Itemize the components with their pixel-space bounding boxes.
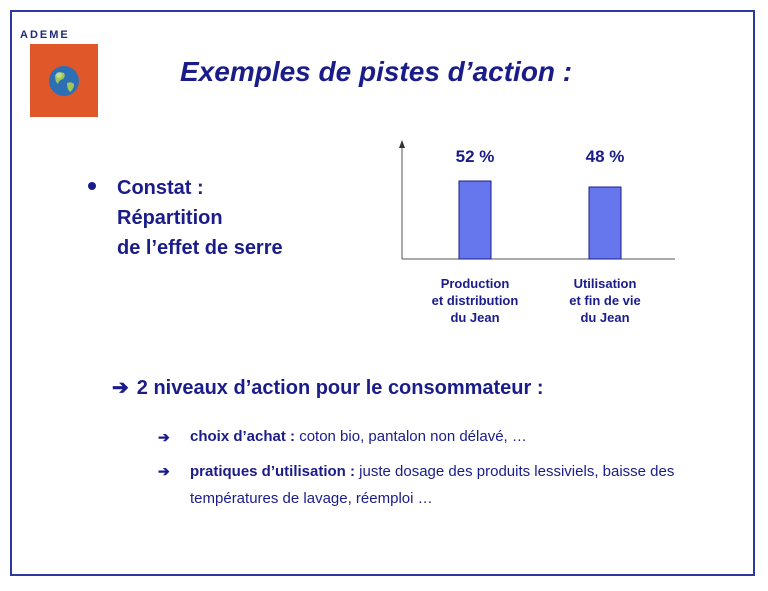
category-label: Utilisation	[574, 276, 637, 291]
constat-line: de l’effet de serre	[117, 237, 283, 259]
constat-block: Constat : Répartition de l’effet de serr…	[117, 173, 283, 263]
globe-logo-icon	[30, 44, 98, 117]
category-label: du Jean	[580, 310, 629, 325]
data-label: 52 %	[456, 147, 495, 166]
action-item-usage: ➔ pratiques d’utilisation : juste dosage…	[158, 458, 678, 512]
action-item-label: pratiques d’utilisation :	[190, 463, 356, 480]
action-item-purchase: ➔ choix d’achat : coton bio, pantalon no…	[158, 424, 678, 450]
category-label: et fin de vie	[569, 293, 641, 308]
category-label: du Jean	[450, 310, 499, 325]
action-item-text: pratiques d’utilisation : juste dosage d…	[190, 458, 678, 512]
constat-line: Répartition	[117, 207, 223, 229]
arrow-right-icon: ➔	[158, 429, 170, 445]
action-heading-text: 2 niveaux d’action pour le consommateur …	[136, 377, 544, 399]
chart-bar	[588, 186, 622, 260]
arrow-right-icon: ➔	[158, 463, 170, 479]
category-label: Production	[441, 276, 510, 291]
action-heading: ➔ 2 niveaux d’action pour le consommateur…	[112, 375, 544, 400]
brand-name: ADEME	[20, 29, 70, 41]
arrow-right-icon: ➔	[112, 377, 129, 399]
slide-title: Exemples de pistes d’action :	[180, 56, 573, 87]
data-label: 48 %	[586, 147, 625, 166]
y-axis-arrow	[399, 140, 405, 148]
category-label: et distribution	[432, 293, 519, 308]
slide-frame	[10, 10, 755, 576]
globe-icon	[49, 65, 79, 96]
action-item-detail: juste dosage des produits lessiviels, ba…	[190, 463, 675, 507]
constat-line: Constat :	[117, 177, 204, 199]
bullet-dot	[88, 182, 96, 190]
action-item-text: choix d’achat : coton bio, pantalon non …	[190, 424, 678, 450]
bar-chart: 52 % Production et distribution du Jean 48 %…	[399, 140, 675, 325]
action-item-detail: coton bio, pantalon non délavé, …	[295, 428, 527, 445]
chart-bar	[458, 180, 492, 260]
action-item-label: choix d’achat :	[190, 428, 296, 445]
